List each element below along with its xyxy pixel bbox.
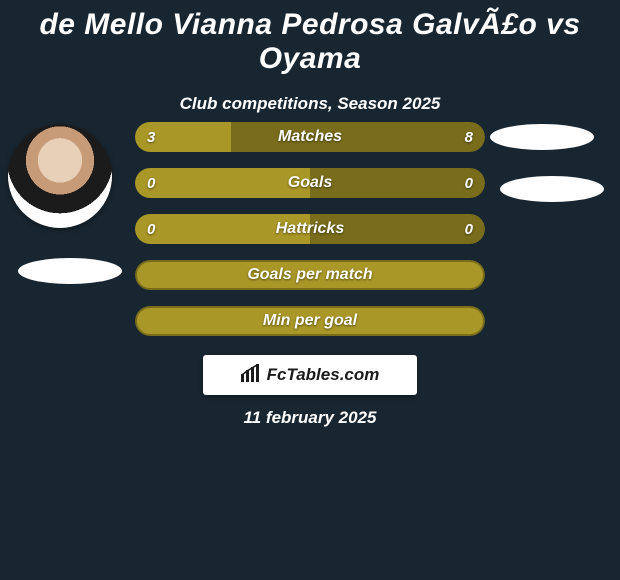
stat-bar: Goals per match	[135, 260, 485, 290]
stat-bar: 38Matches	[135, 122, 485, 152]
bar-label: Matches	[135, 122, 485, 152]
player-right-avatar	[490, 124, 594, 150]
bar-label: Hattricks	[135, 214, 485, 244]
player-right-badge	[500, 176, 604, 202]
chart-icon	[241, 364, 261, 387]
comparison-bars: 38Matches 00Goals 00Hattricks Goals per mat…	[135, 122, 485, 352]
brand-footer: FcTables.com	[203, 355, 417, 395]
stat-bar: Min per goal	[135, 306, 485, 336]
bar-label: Goals per match	[135, 260, 485, 290]
player-left-avatar	[8, 124, 112, 228]
brand-text: FcTables.com	[267, 365, 380, 385]
page-title: de Mello Vianna Pedrosa GalvÃ£o vs Oyama	[0, 0, 620, 76]
page-subtitle: Club competitions, Season 2025	[0, 94, 620, 114]
bar-label: Goals	[135, 168, 485, 198]
bar-label: Min per goal	[135, 306, 485, 336]
stat-bar: 00Hattricks	[135, 214, 485, 244]
player-left-badge	[18, 258, 122, 284]
footer-date: 11 february 2025	[0, 408, 620, 428]
stat-bar: 00Goals	[135, 168, 485, 198]
